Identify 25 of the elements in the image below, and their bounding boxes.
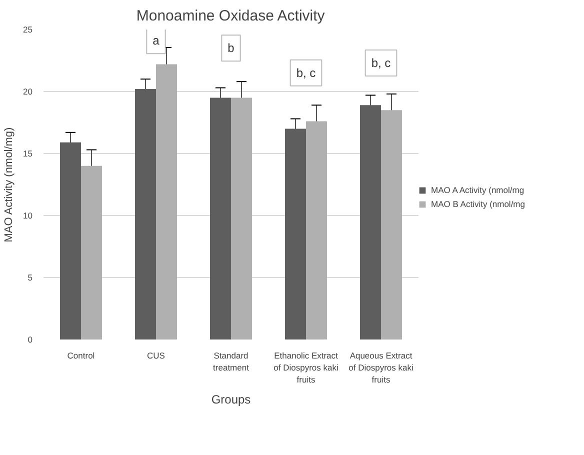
y-tick-label: 5 xyxy=(28,272,33,282)
bar xyxy=(306,121,327,340)
legend-label: MAO B Activity (nmol/mg xyxy=(431,199,525,209)
bar xyxy=(81,166,102,340)
bar xyxy=(381,110,402,340)
x-axis-title: Groups xyxy=(211,392,251,406)
annotation: b, c xyxy=(371,56,391,70)
bar xyxy=(156,64,177,340)
x-tick-label: Ethanolic Extract of Diospyros kaki fruits xyxy=(274,350,339,384)
bar xyxy=(231,98,252,340)
y-axis-title: MAO Activity (nmol/mg) xyxy=(3,127,16,242)
y-tick-label: 15 xyxy=(23,148,33,158)
y-tick-label: 20 xyxy=(23,86,33,96)
legend-label: MAO A Activity (nmol/mg xyxy=(431,185,524,195)
annotation: b xyxy=(228,41,235,56)
y-tick-label: 10 xyxy=(23,210,33,220)
x-tick-label: Aqueous Extract of Diospyros kaki fruits xyxy=(348,350,414,384)
y-tick-label: 25 xyxy=(23,24,33,34)
y-tick-label: 0 xyxy=(28,334,33,344)
x-tick-label: CUS xyxy=(147,350,166,360)
annotation: a xyxy=(152,34,160,48)
x-tick-label: Standard treatment xyxy=(213,350,250,372)
chart-title: Monoamine Oxidase Activity xyxy=(136,8,326,24)
annotation: b, c xyxy=(296,66,316,80)
x-tick-label: Control xyxy=(67,350,95,360)
